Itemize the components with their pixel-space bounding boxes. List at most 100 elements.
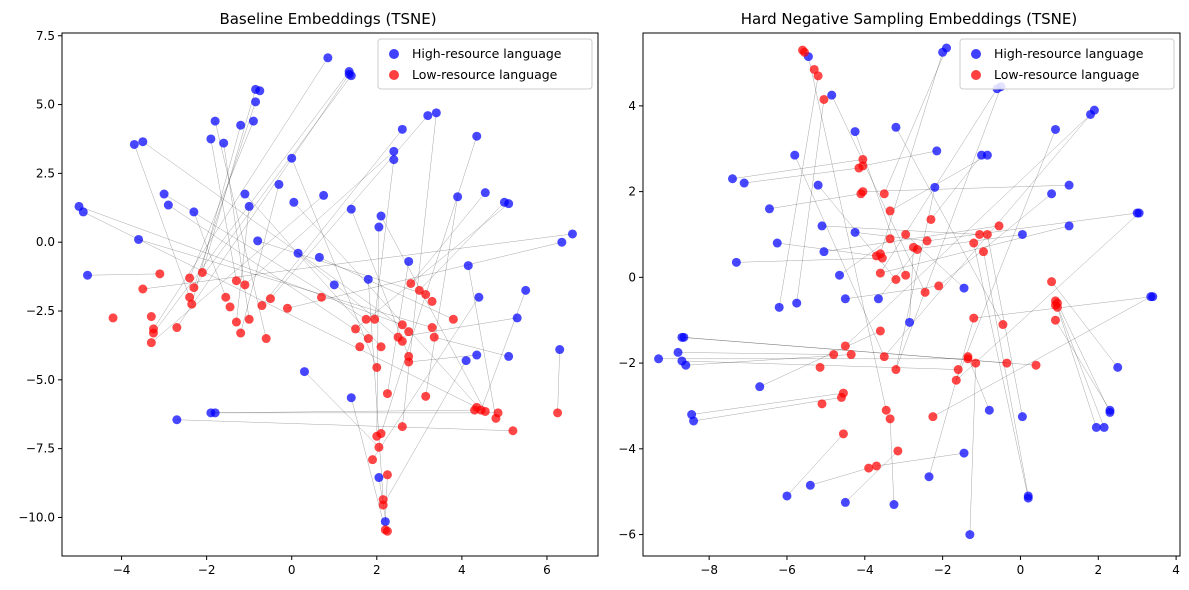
baseline-connection-line	[142, 141, 409, 332]
baseline-high-resource-point	[240, 189, 250, 199]
baseline-low-resource-point	[421, 290, 431, 299]
baseline-low-resource-point	[397, 320, 407, 330]
baseline-connection-line	[138, 239, 433, 328]
hard-negative-low-resource-point	[1052, 302, 1062, 312]
hard-negative-low-resource-point	[1050, 315, 1060, 325]
baseline-connection-line	[398, 317, 518, 338]
hard-negative-high-resource-point	[739, 178, 749, 188]
hard-negative-connection-line	[845, 114, 1091, 347]
baseline-high-resource-point	[163, 200, 173, 210]
hard-negative-low-resource-point	[858, 161, 868, 171]
baseline-connection-line	[151, 195, 324, 343]
baseline-high-resource-point	[453, 192, 463, 202]
hard-negative-connection-line	[821, 225, 980, 235]
hard-negative-high-resource-point	[1091, 422, 1101, 432]
baseline-x-tick-label: 2	[373, 563, 381, 577]
hard-negative-high-resource-point	[1050, 124, 1060, 134]
baseline-high-resource-point	[78, 207, 88, 217]
hard-negative-low-resource-point	[891, 365, 901, 375]
baseline-high-resource-point	[512, 313, 522, 323]
hard-negative-high-resource-point	[1047, 189, 1057, 199]
hard-negative-plot-frame	[642, 32, 1181, 557]
hard-negative-low-resource-point	[994, 221, 1004, 231]
baseline-connection-line	[142, 233, 573, 290]
baseline-low-resource-point	[361, 314, 371, 324]
hard-negative-high-resource-point	[889, 500, 899, 510]
hard-negative-low-resource-point	[817, 399, 827, 409]
baseline-connection-line	[176, 419, 513, 432]
baseline-y-tick-label: −2.5	[26, 304, 55, 318]
baseline-legend-marker-high	[389, 49, 399, 59]
baseline-connection-line	[214, 121, 267, 339]
baseline-low-resource-point	[148, 328, 158, 338]
baseline-connection-line	[319, 257, 454, 320]
baseline-high-resource-point	[404, 256, 414, 266]
baseline-low-resource-point	[448, 314, 458, 324]
baseline-low-resource-point	[376, 429, 386, 439]
hard-negative-connection-line	[769, 193, 861, 210]
baseline-low-resource-point	[372, 362, 382, 372]
hard-negative-legend-marker-low	[971, 70, 981, 80]
baseline-low-resource-point	[146, 312, 156, 322]
baseline-legend-label-low: Low-resource language	[412, 67, 558, 82]
hard-negative-high-resource-point	[772, 238, 782, 248]
hard-negative-high-resource-point	[774, 302, 784, 312]
hard-negative-high-resource-point	[673, 347, 683, 357]
hard-negative-high-resource-point	[959, 283, 969, 293]
hard-negative-low-resource-point	[879, 189, 889, 199]
baseline-low-resource-point	[382, 526, 392, 536]
hard-negative-low-resource-point	[875, 268, 885, 278]
hard-negative-connection-line	[1057, 302, 1111, 413]
hard-negative-low-resource-point	[838, 388, 848, 398]
hard-negative-connection-line	[973, 296, 1153, 319]
hard-negative-connection-line	[691, 392, 844, 415]
baseline-high-resource-point	[274, 179, 284, 189]
baseline-connection-line	[419, 202, 505, 291]
baseline-connection-line	[153, 71, 350, 334]
baseline-connection-line	[380, 215, 486, 412]
hard-negative-x-tick-label: 4	[1172, 563, 1180, 577]
hard-negative-connection-line	[889, 154, 988, 212]
hard-negative-high-resource-point	[982, 150, 992, 160]
baseline-x-tick-label: −4	[113, 563, 131, 577]
baseline-low-resource-point	[382, 389, 392, 399]
baseline-high-resource-point	[374, 222, 384, 232]
hard-negative-connection-line	[845, 285, 939, 300]
hard-negative-connection-line	[823, 225, 1000, 252]
baseline-low-resource-point	[363, 334, 373, 344]
hard-negative-low-resource-point	[928, 412, 938, 422]
baseline-low-resource-point	[376, 342, 386, 352]
baseline-connection-line	[87, 273, 160, 276]
hard-negative-connection-line	[845, 450, 899, 503]
hard-negative-high-resource-point	[728, 174, 737, 184]
baseline-high-resource-point	[299, 367, 309, 377]
hard-negative-high-resource-point	[835, 270, 845, 280]
baseline-high-resource-point	[329, 280, 339, 290]
hard-negative-low-resource-point	[963, 354, 973, 364]
hard-negative-connection-line	[1055, 300, 1105, 428]
baseline-connection-line	[293, 202, 482, 411]
hard-negative-low-resource-point	[813, 71, 823, 81]
hard-negative-y-tick-label: −4	[618, 442, 636, 456]
hard-negative-high-resource-point	[932, 146, 942, 156]
baseline-connection-line	[189, 120, 254, 279]
hard-negative-connection-line	[909, 247, 914, 323]
baseline-connection-line	[176, 74, 350, 328]
baseline-high-resource-point	[293, 248, 303, 258]
hard-negative-connection-line	[810, 467, 869, 486]
hard-negative-low-resource-point	[901, 229, 911, 239]
hard-negative-connection-line	[736, 257, 883, 263]
hard-negative-connection-line	[732, 159, 863, 180]
hard-negative-connection-line	[932, 296, 1151, 417]
hard-negative-high-resource-point	[873, 294, 883, 304]
hard-negative-low-resource-point	[819, 94, 829, 104]
hard-negative-connection-line	[876, 452, 965, 467]
hard-negative-x-tick-label: −4	[856, 563, 874, 577]
hard-negative-high-resource-point	[959, 448, 969, 458]
baseline-high-resource-point	[255, 86, 265, 96]
hard-negative-connection-line	[693, 397, 842, 422]
hard-negative-high-resource-point	[1017, 412, 1027, 422]
baseline-low-resource-point	[185, 273, 195, 283]
hard-negative-high-resource-point	[681, 360, 691, 370]
baseline-high-resource-point	[248, 116, 258, 126]
